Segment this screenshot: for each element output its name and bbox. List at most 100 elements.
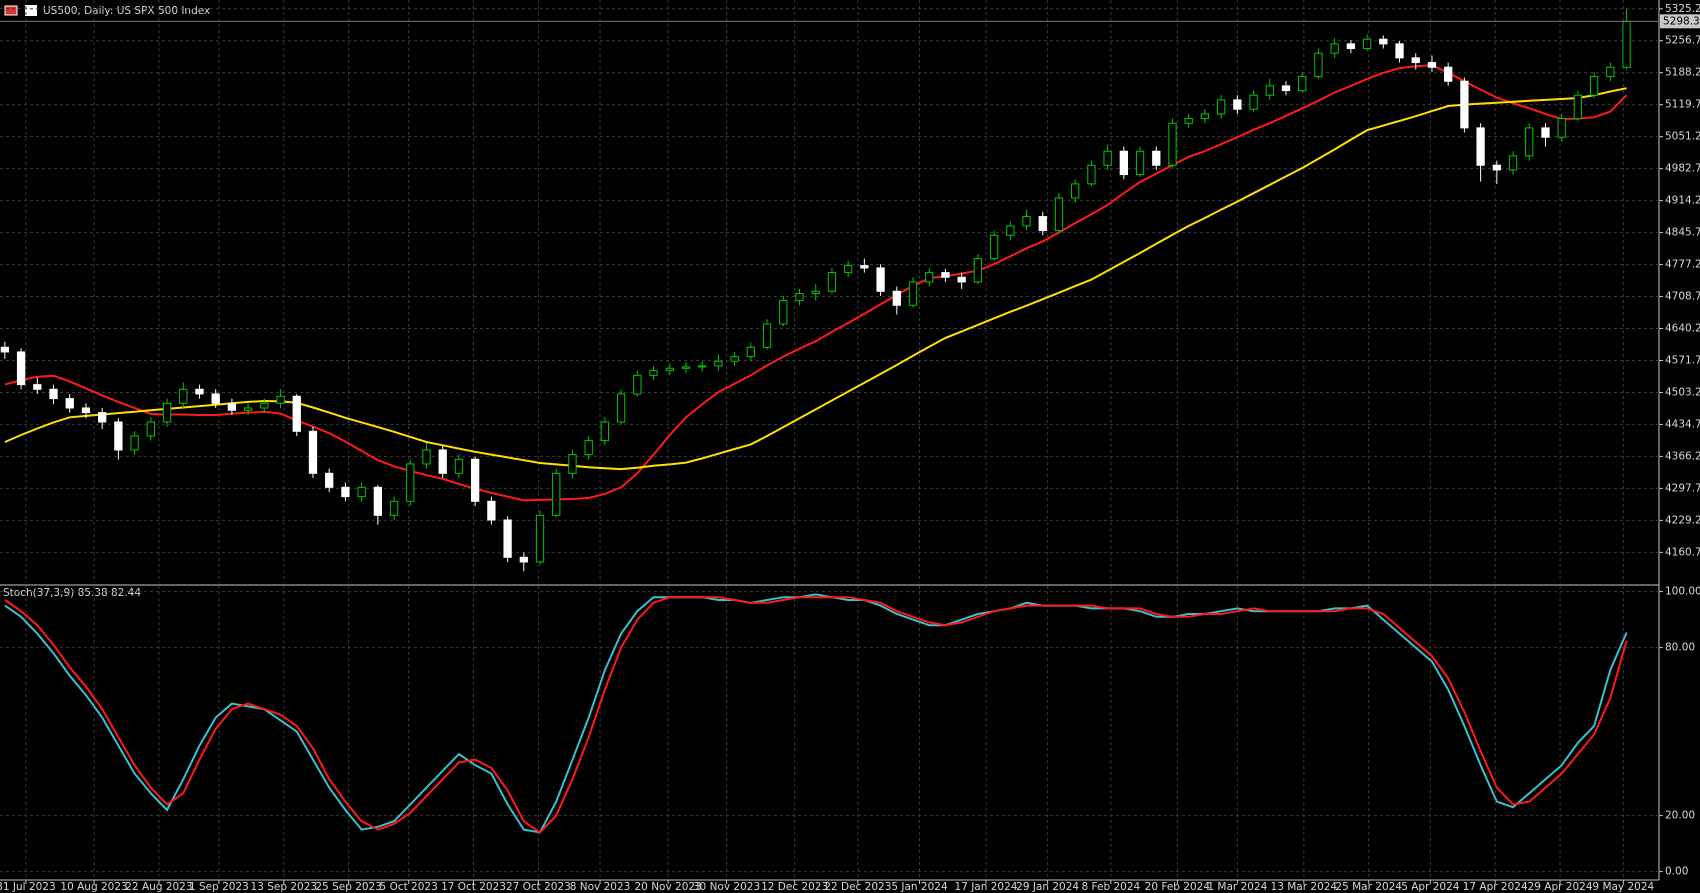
candle-body	[1330, 43, 1339, 54]
price-box	[1660, 14, 1700, 29]
candle-body	[292, 395, 301, 432]
x-tick-label: 31 Jul 2023	[0, 881, 56, 893]
x-tick-label: 8 Nov 2023	[570, 881, 631, 893]
candle-body	[1281, 85, 1291, 92]
candle-body	[989, 234, 999, 260]
candle-body	[1135, 150, 1145, 176]
candle-body	[81, 407, 91, 414]
candle-body	[211, 393, 220, 404]
x-tick-label: 1 Sep 2023	[189, 881, 249, 893]
candle-body	[1379, 38, 1388, 45]
x-tick-label: 22 Dec 2023	[824, 881, 891, 893]
y-tick-label: 4160.7	[1665, 546, 1700, 558]
candle-body	[16, 351, 26, 386]
candle-body	[357, 486, 366, 498]
candle-body	[1119, 150, 1128, 176]
candle-body	[1022, 216, 1031, 227]
x-tick-label: 27 Oct 2023	[506, 881, 571, 893]
indicator-name: Stoch(37,3,9)	[3, 587, 74, 599]
candle-body	[957, 276, 966, 283]
candle-body	[698, 365, 707, 368]
indicator-signal-value: 82.44	[111, 587, 141, 599]
candle-body	[1006, 225, 1015, 236]
line	[4, 87, 1627, 471]
candle-body	[941, 272, 950, 278]
candle-body	[503, 519, 512, 558]
candle-body	[1233, 99, 1242, 110]
candle-body	[973, 258, 983, 283]
y-tick-label: 4708.7	[1665, 291, 1700, 303]
x-tick-label: 29 Jan 2024	[1016, 881, 1079, 893]
candle-body	[1168, 122, 1177, 166]
candle-body	[276, 395, 285, 404]
candle-body	[827, 272, 837, 292]
candle-body	[908, 281, 918, 306]
line	[4, 596, 1628, 834]
candle-body	[0, 346, 10, 353]
candle-body	[325, 472, 334, 488]
candle-body	[1476, 127, 1485, 166]
y-tick-label: 4366.2	[1665, 450, 1700, 462]
candle-body	[162, 402, 172, 423]
candle-body	[341, 486, 350, 498]
x-tick-label: 13 Sep 2023	[251, 881, 318, 893]
candle-body	[665, 367, 674, 372]
candle-body	[1071, 183, 1080, 199]
x-tick-label: 20 Feb 2024	[1145, 881, 1211, 893]
candle-body	[406, 463, 415, 502]
chart-title: US500, Daily: US SPX 500 Index	[43, 5, 210, 17]
candle-body	[33, 384, 42, 390]
candle-body	[730, 356, 739, 362]
candle-body	[308, 430, 318, 474]
candle-body	[1216, 99, 1226, 115]
candle-body	[389, 500, 399, 516]
x-tick-label: 12 Dec 2023	[761, 881, 828, 893]
y-tick-label: 4571.7	[1665, 354, 1700, 366]
candle-body	[600, 421, 610, 442]
x-tick-label: 25 Mar 2024	[1335, 881, 1402, 893]
candle-body	[1589, 76, 1599, 96]
candle-body	[1038, 216, 1047, 232]
candle-body	[714, 360, 723, 367]
indicator-main-value: 85.38	[78, 587, 108, 599]
candle-body	[681, 366, 691, 369]
x-tick-label: 9 May 2024	[1592, 881, 1654, 893]
y-tick-label: 4434.7	[1665, 418, 1700, 430]
candle-body	[454, 458, 464, 474]
candle-body	[762, 323, 772, 348]
candle-body	[1606, 66, 1615, 78]
candle-body	[195, 388, 204, 395]
x-tick-label: 5 Oct 2023	[380, 881, 438, 893]
x-tick-label: 30 Nov 2023	[693, 881, 760, 893]
candle-body	[487, 500, 496, 521]
candle-body	[1314, 52, 1323, 78]
candle-body	[925, 272, 934, 283]
flag-icon	[4, 5, 18, 16]
y-tick-label: 5051.2	[1665, 131, 1700, 143]
candle-body	[633, 374, 642, 395]
candle-body	[1362, 38, 1372, 50]
x-tick-label: 1 Mar 2024	[1207, 881, 1267, 893]
chart-icon	[25, 5, 37, 16]
indicator-title: Stoch(37,3,9) 85.38 82.44	[3, 587, 141, 599]
candle-body	[438, 449, 447, 474]
candle-body	[1492, 164, 1501, 171]
candle-body	[1541, 127, 1550, 138]
x-tick-label: 8 Feb 2024	[1082, 881, 1141, 893]
candle-body	[1525, 127, 1534, 157]
candle-body	[1508, 155, 1518, 171]
line	[4, 64, 1628, 502]
x-tick-label: 20 Nov 2023	[635, 881, 702, 893]
candle-body	[746, 346, 755, 358]
y-tick-label: 4229.2	[1665, 514, 1700, 526]
y-tick-label: 4914.2	[1665, 195, 1700, 207]
candle-body	[1444, 66, 1453, 82]
candle-body	[811, 290, 820, 295]
y-tick-label: 4297.7	[1665, 482, 1700, 494]
candle-body	[1054, 197, 1064, 232]
candle-body	[568, 454, 577, 474]
y-tick-label: 80.00	[1665, 642, 1695, 654]
y-tick-label: 4777.2	[1665, 259, 1700, 271]
